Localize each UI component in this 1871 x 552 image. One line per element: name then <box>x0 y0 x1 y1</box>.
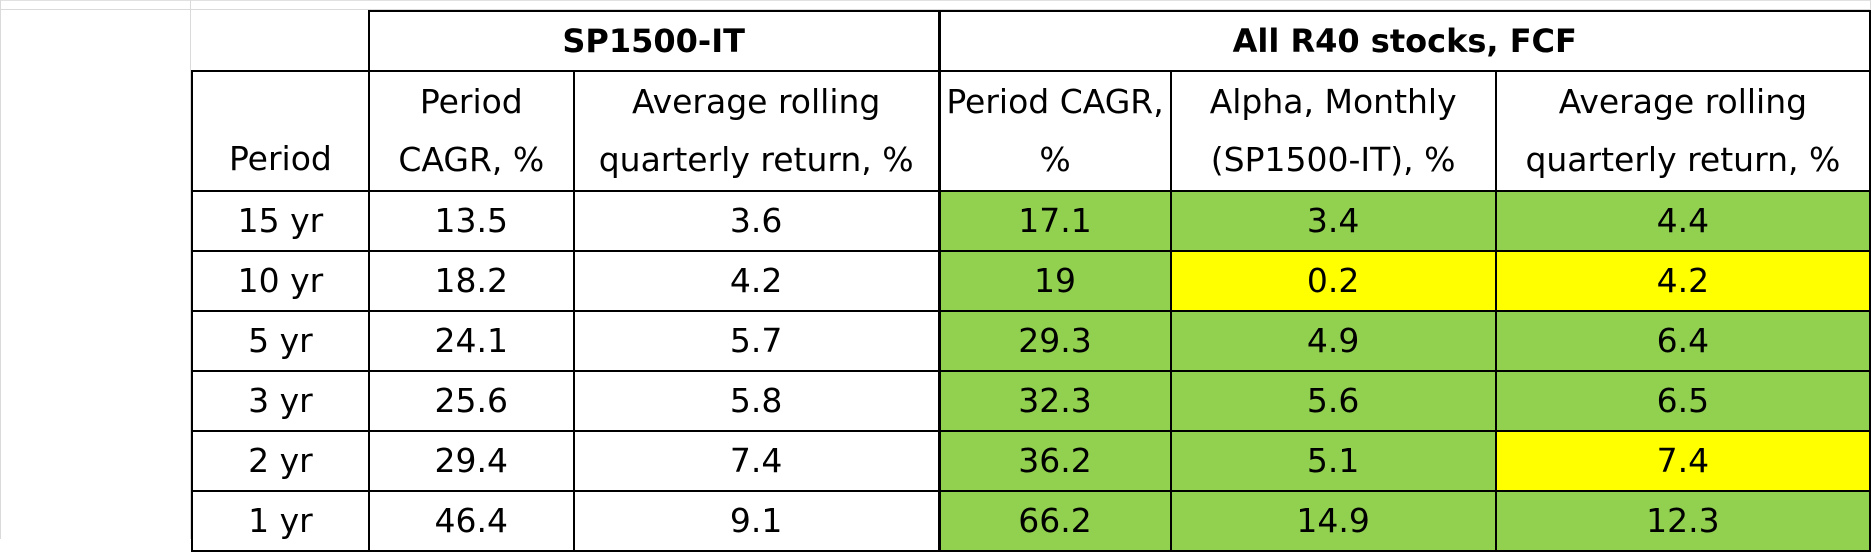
column-header-r40-rolling[interactable]: Average rolling quarterly return, % <box>1494 70 1871 192</box>
cell-sp-rolling[interactable]: 9.1 <box>572 490 941 552</box>
column-header-row: Period Period CAGR, % Average rolling qu… <box>191 70 1871 192</box>
cell-sp-cagr[interactable]: 13.5 <box>367 190 575 252</box>
empty-corner-cell[interactable] <box>192 11 370 72</box>
cell-r40-alpha[interactable]: 4.9 <box>1169 310 1497 372</box>
gridline <box>190 0 191 539</box>
gridline <box>0 9 1871 10</box>
cell-r40-cagr[interactable]: 19 <box>937 250 1172 312</box>
column-header-sp-cagr[interactable]: Period CAGR, % <box>367 70 575 192</box>
cell-sp-cagr[interactable]: 24.1 <box>367 310 575 372</box>
table-row: 5 yr 24.1 5.7 29.3 4.9 6.4 <box>191 310 1871 372</box>
cell-sp-rolling[interactable]: 4.2 <box>572 250 941 312</box>
cell-r40-alpha[interactable]: 14.9 <box>1169 490 1497 552</box>
table-row: 3 yr 25.6 5.8 32.3 5.6 6.5 <box>191 370 1871 432</box>
cell-period[interactable]: 5 yr <box>191 310 370 372</box>
column-header-sp-rolling[interactable]: Average rolling quarterly return, % <box>572 70 941 192</box>
cell-r40-cagr[interactable]: 32.3 <box>937 370 1172 432</box>
cell-r40-rolling[interactable]: 4.4 <box>1494 190 1871 252</box>
group-header-sp1500[interactable]: SP1500-IT <box>367 10 941 72</box>
cell-r40-rolling[interactable]: 4.2 <box>1494 250 1871 312</box>
cell-r40-cagr[interactable]: 66.2 <box>937 490 1172 552</box>
group-header-row: SP1500-IT All R40 stocks, FCF <box>192 10 1871 72</box>
table-row: 15 yr 13.5 3.6 17.1 3.4 4.4 <box>191 190 1871 252</box>
cell-r40-rolling[interactable]: 12.3 <box>1494 490 1871 552</box>
cell-r40-rolling[interactable]: 7.4 <box>1494 430 1871 492</box>
cell-sp-cagr[interactable]: 29.4 <box>367 430 575 492</box>
cell-r40-alpha[interactable]: 5.1 <box>1169 430 1497 492</box>
cell-sp-cagr[interactable]: 18.2 <box>367 250 575 312</box>
cell-period[interactable]: 1 yr <box>191 490 370 552</box>
cell-sp-cagr[interactable]: 46.4 <box>367 490 575 552</box>
gridline <box>0 0 1 539</box>
cell-period[interactable]: 10 yr <box>191 250 370 312</box>
cell-r40-alpha[interactable]: 3.4 <box>1169 190 1497 252</box>
column-header-r40-alpha[interactable]: Alpha, Monthly (SP1500-IT), % <box>1169 70 1497 192</box>
cell-r40-rolling[interactable]: 6.4 <box>1494 310 1871 372</box>
cell-sp-rolling[interactable]: 3.6 <box>572 190 941 252</box>
table-row: 10 yr 18.2 4.2 19 0.2 4.2 <box>191 250 1871 312</box>
cell-r40-rolling[interactable]: 6.5 <box>1494 370 1871 432</box>
cell-period[interactable]: 2 yr <box>191 430 370 492</box>
cell-period[interactable]: 15 yr <box>191 190 370 252</box>
table-row: 2 yr 29.4 7.4 36.2 5.1 7.4 <box>191 430 1871 492</box>
cell-sp-cagr[interactable]: 25.6 <box>367 370 575 432</box>
cell-r40-cagr[interactable]: 36.2 <box>937 430 1172 492</box>
cell-sp-rolling[interactable]: 5.8 <box>572 370 941 432</box>
returns-table: SP1500-IT All R40 stocks, FCF Period Per… <box>191 10 1871 552</box>
cell-sp-rolling[interactable]: 7.4 <box>572 430 941 492</box>
cell-period[interactable]: 3 yr <box>191 370 370 432</box>
group-header-r40[interactable]: All R40 stocks, FCF <box>937 10 1871 72</box>
cell-r40-alpha[interactable]: 0.2 <box>1169 250 1497 312</box>
cell-r40-alpha[interactable]: 5.6 <box>1169 370 1497 432</box>
column-header-r40-cagr[interactable]: Period CAGR, % <box>937 70 1172 192</box>
cell-r40-cagr[interactable]: 17.1 <box>937 190 1172 252</box>
cell-sp-rolling[interactable]: 5.7 <box>572 310 941 372</box>
column-header-period[interactable]: Period <box>191 70 370 192</box>
cell-r40-cagr[interactable]: 29.3 <box>937 310 1172 372</box>
table-row: 1 yr 46.4 9.1 66.2 14.9 12.3 <box>191 490 1871 552</box>
